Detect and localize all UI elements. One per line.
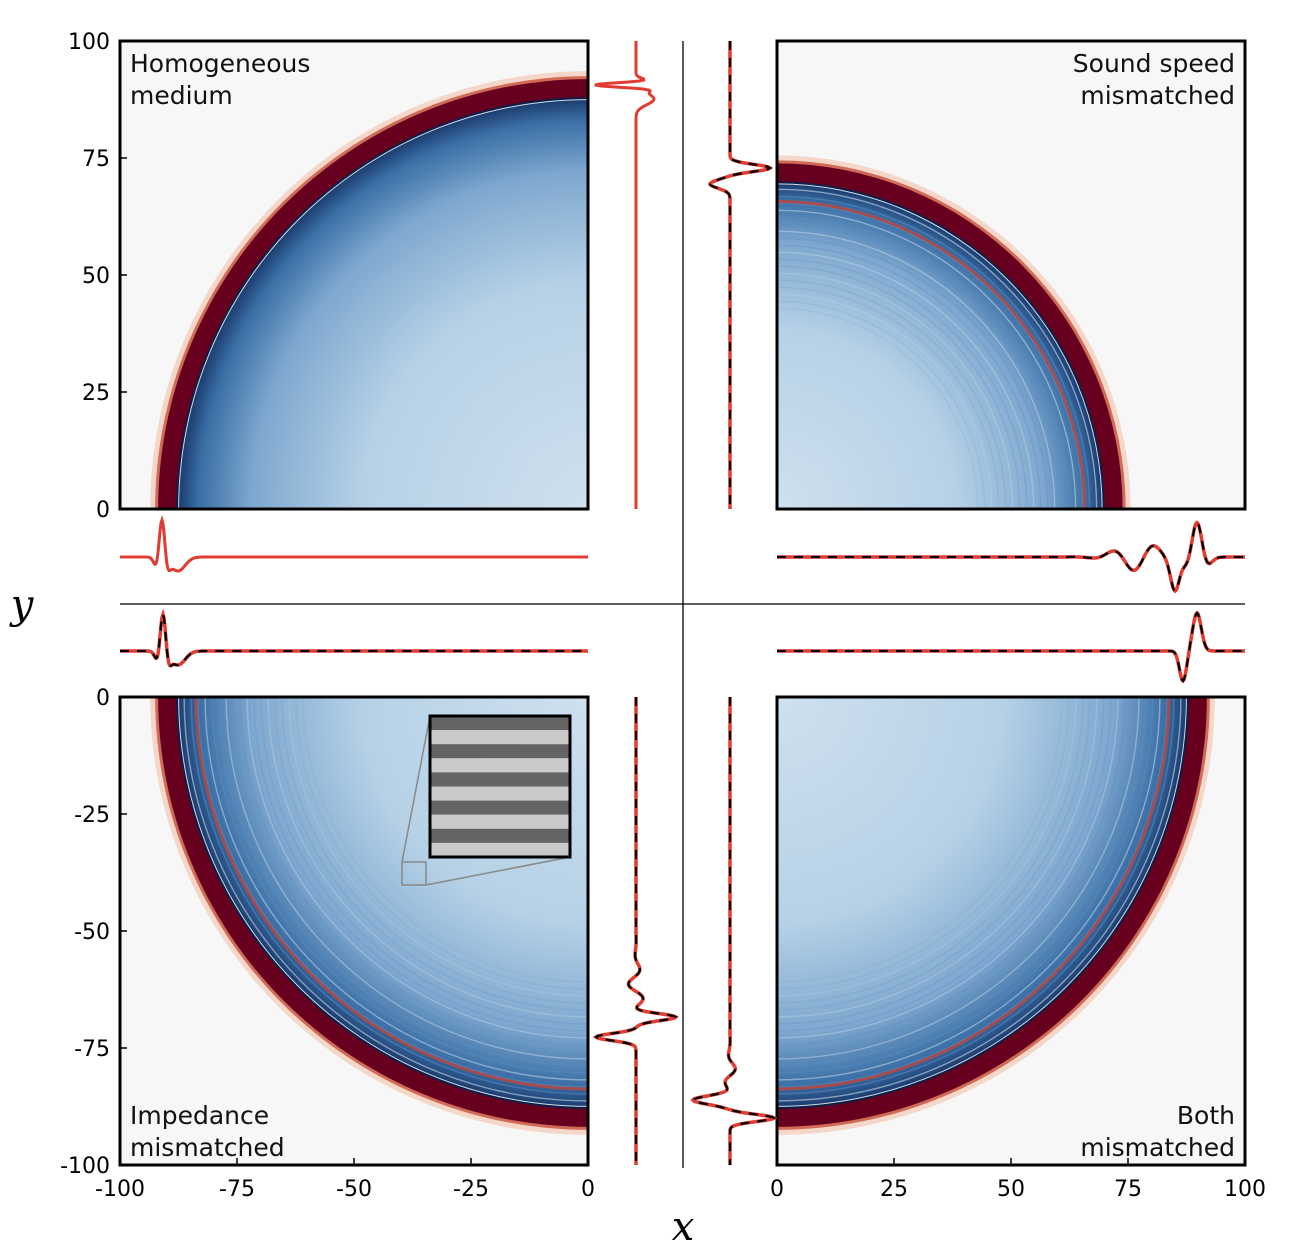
inset-frame [428,714,572,859]
panel-sound-speed-mismatched [777,41,1245,509]
inset-source-box [401,861,427,886]
inset-stripe [430,842,570,857]
x-tick-left: -25 [453,1177,489,1202]
profile-bottom-left-horizontal-overlay [120,610,588,667]
x-tick-right: 50 [997,1177,1025,1202]
profile-bottom-right-vertical-overlay [691,697,777,1165]
inset-connector-top [401,715,431,863]
x-tick-right: 25 [880,1177,908,1202]
y-tick-bottom: -75 [74,1037,110,1062]
profile-top-right-vertical-reference [708,41,774,509]
y-tick-bottom: -50 [74,920,110,945]
label-bottom-left-line1: Impedance [130,1101,269,1130]
inset-stripe [430,716,570,731]
inset-stripe [430,786,570,801]
label-top-left-line2: medium [130,81,233,110]
y-tick-top: 0 [96,498,110,523]
profile-top-left-horizontal [120,515,588,573]
x-tick-left: -75 [219,1177,255,1202]
label-bottom-right-line2: mismatched [1080,1133,1235,1162]
interior-field [179,100,588,509]
y-tick-top: 50 [82,264,110,289]
x-tick-right: 0 [770,1177,784,1202]
y-axis-label: y [9,582,35,628]
profile-bottom-right-horizontal-reference [777,610,1245,684]
profile-bottom-right-horizontal-overlay [777,611,1245,683]
inset-stripe [430,800,570,815]
label-bottom-left-line2: mismatched [130,1133,285,1162]
profile-bottom-right-vertical-reference [690,697,778,1165]
x-axis-label: x [672,1204,695,1250]
x-tick-left: -50 [336,1177,372,1202]
label-top-right-line2: mismatched [1080,81,1235,110]
inset-stripe [430,814,570,829]
y-tick-top: 75 [82,147,110,172]
y-tick-bottom: -25 [74,803,110,828]
inset-stripe [430,758,570,773]
inset-zoom [401,714,572,886]
y-tick-top: 100 [68,30,110,55]
label-top-left-line1: Homogeneous [130,49,310,78]
x-tick-left: -100 [95,1177,145,1202]
profile-top-left-vertical [594,41,656,509]
inset-stripe [430,744,570,759]
panel-both-mismatched [777,697,1245,1165]
profile-curves [120,41,1245,1165]
y-tick-bottom: 0 [96,686,110,711]
panel-frame-top-right [775,39,1247,511]
y-tick-bottom: -100 [60,1154,110,1179]
profile-top-right-vertical-overlay [708,41,773,509]
x-tick-right: 75 [1114,1177,1142,1202]
panel-homogeneous-medium [120,41,588,509]
x-tick-right: 100 [1224,1177,1266,1202]
label-top-right-line1: Sound speed [1073,49,1235,78]
x-tick-left: 0 [581,1177,595,1202]
profile-bottom-left-horizontal-reference [120,608,588,668]
axis-ticks: 100 75 50 25 0 0 -25 -50 -75 -100-100 -75 -50 -25 0 0 2… [60,30,1266,1202]
inset-stripe [430,730,570,745]
interior-field [777,697,1186,1106]
profile-bottom-left-vertical-overlay [594,697,678,1165]
inset-stripe [430,828,570,843]
profile-top-right-horizontal-reference [777,520,1245,594]
label-bottom-right-line1: Both [1177,1101,1235,1130]
inset-stripe [430,772,570,787]
inset-connector-bottom [425,856,571,886]
y-tick-top: 25 [82,381,110,406]
interior-field [777,184,1102,509]
